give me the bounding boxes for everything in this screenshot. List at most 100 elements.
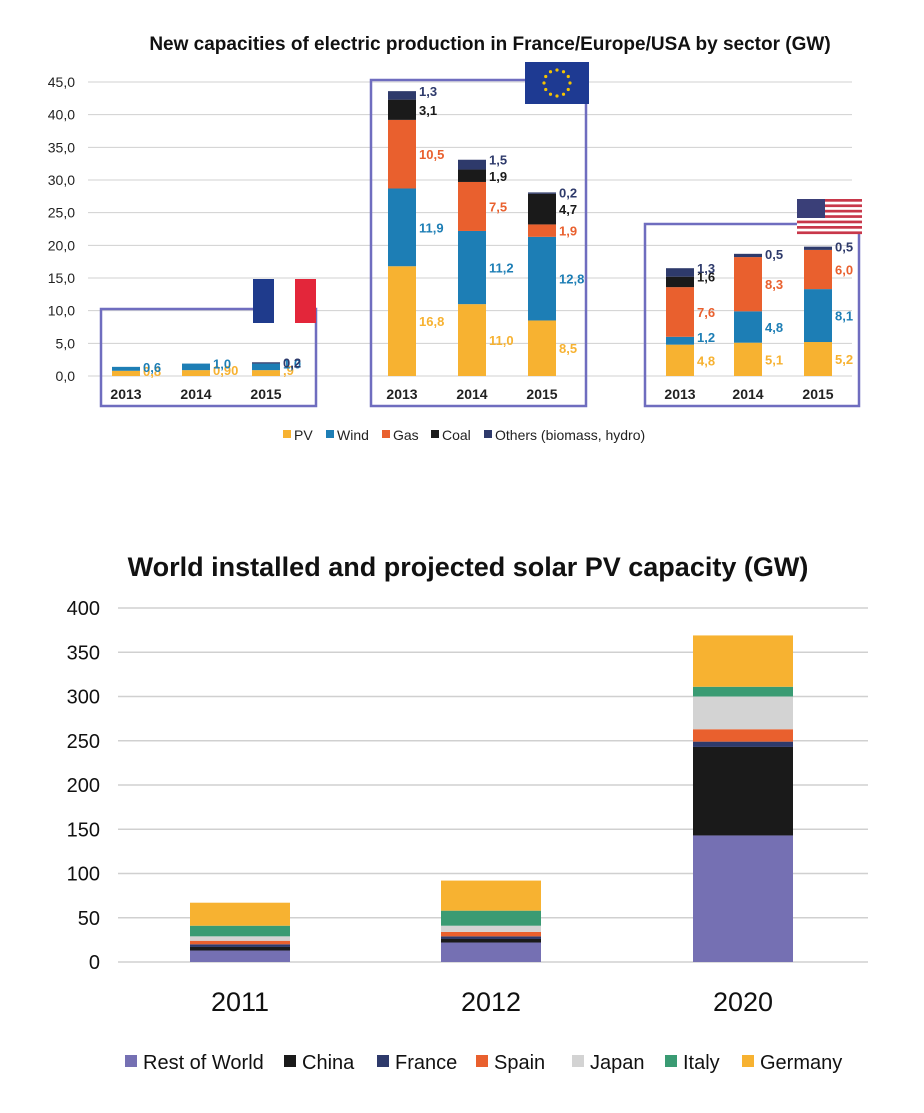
eu-flag-star xyxy=(555,94,559,98)
usa-flag-stripe xyxy=(797,220,862,224)
chart1-y-axis: 0,0 5,0 10,0 15,0 20,0 25,0 30,0 35,0 40,0 45,0 xyxy=(48,74,75,384)
chart2-legend-swatch-china xyxy=(284,1055,296,1067)
chart1-data-label: 11,0 xyxy=(489,333,514,348)
chart2-legend-swatch-italy xyxy=(665,1055,677,1067)
chart1-bar-europe-2014-others-biomass-hydro xyxy=(458,159,486,170)
chart1-data-label: 1,0 xyxy=(213,357,231,372)
chart1-bar-europe-2015-gas xyxy=(528,224,556,237)
chart1-data-label: 1,5 xyxy=(489,153,507,168)
eu-flag-star xyxy=(548,92,553,96)
chart1-bar-europe-2013-gas xyxy=(388,119,416,189)
chart1-bar-usa-2015-gas xyxy=(804,249,832,290)
chart1-group-box-usa xyxy=(643,222,861,408)
chart1-x-tick: 2013 xyxy=(386,386,417,402)
usa-flag-canton xyxy=(797,199,825,218)
chart1-legend-swatch-others-biomass-hydro xyxy=(484,430,492,438)
chart2-legend: Rest of World China France Spain Japan Italy G… xyxy=(125,1052,842,1074)
chart2-legend-swatch-japan xyxy=(572,1055,584,1067)
usa-flag-stripe xyxy=(797,204,862,208)
france-flag-white xyxy=(274,279,295,323)
chart2-bar-2011-germany xyxy=(190,902,290,926)
chart1-legend-label-others-biomass-hydro: Others (biomass, hydro) xyxy=(495,427,645,443)
chart1-bar-europe-2014-gas xyxy=(458,181,486,231)
chart2-legend-label-spain: Spain xyxy=(494,1052,545,1074)
chart1-data-label: 1,0 xyxy=(283,357,301,372)
chart1-bar-france-2013-pv xyxy=(112,370,140,376)
chart1-legend: PV Wind Gas Coal Others (biomass, hydro) xyxy=(283,427,645,443)
chart1-data-label: 1,2 xyxy=(697,330,715,345)
chart1-bars: 0,80,620130,901,02014,91,00,2201516,811,… xyxy=(110,84,853,402)
chart1-y-tick: 5,0 xyxy=(56,335,76,351)
chart2-legend-label-rest-of-world: Rest of World xyxy=(143,1052,264,1074)
usa-flag-stripe xyxy=(797,231,862,235)
chart1-bar-usa-2013-wind xyxy=(666,336,694,345)
chart1-flags xyxy=(253,62,862,323)
chart1-y-tick: 10,0 xyxy=(48,303,75,319)
chart2-legend-swatch-germany xyxy=(742,1055,754,1067)
chart1-legend-swatch-pv xyxy=(283,430,291,438)
chart1-data-label: 0,8 xyxy=(143,364,161,379)
chart1-y-tick: 15,0 xyxy=(48,270,75,286)
chart1-x-tick: 2014 xyxy=(180,386,211,402)
chart2-y-tick: 400 xyxy=(67,598,100,620)
eu-flag-star xyxy=(544,74,548,79)
usa-flag-stripe xyxy=(797,226,862,229)
chart2-bar-2012-japan xyxy=(441,925,541,932)
chart1-bar-france-2013-wind xyxy=(112,366,140,371)
chart1-bar-france-2015-others-biomass-hydro xyxy=(252,362,280,364)
france-flag-blue xyxy=(253,279,274,323)
chart1-bar-europe-2015-wind xyxy=(528,236,556,321)
chart2-bar-2011-rest-of-world xyxy=(190,950,290,962)
chart1-group-box-france xyxy=(99,307,318,408)
chart1-data-label: 1,9 xyxy=(489,169,507,184)
chart2-y-tick: 250 xyxy=(67,731,100,753)
chart1-data-label: 0,5 xyxy=(765,247,783,262)
chart2-legend-label-france: France xyxy=(395,1052,457,1074)
chart1-y-tick: 25,0 xyxy=(48,205,75,221)
chart2-x-tick: 2020 xyxy=(713,987,773,1017)
chart2-bar-2020-germany xyxy=(693,635,793,687)
chart1-bar-usa-2013-gas xyxy=(666,287,694,337)
chart2-bar-2011-spain xyxy=(190,940,290,945)
chart1-x-tick: 2015 xyxy=(802,386,833,402)
chart1-data-label: 0,5 xyxy=(835,240,853,255)
chart1-bar-usa-2014-gas xyxy=(734,257,762,312)
chart1-bar-usa-2013-others-biomass-hydro xyxy=(666,268,694,277)
chart2-bars xyxy=(190,635,793,962)
chart1-data-label: 0,6 xyxy=(143,360,161,375)
chart1-bar-france-2014-pv xyxy=(182,370,210,376)
chart1-bar-europe-2014-pv xyxy=(458,304,486,376)
chart1-data-label: 4,7 xyxy=(559,202,577,217)
eu-flag-icon xyxy=(525,62,589,104)
usa-flag-stripe xyxy=(797,215,862,218)
eu-flag-star xyxy=(544,87,548,92)
chart2-bar-2011-france xyxy=(190,944,290,947)
chart1-bar-europe-2015-pv xyxy=(528,320,556,376)
france-flag-icon xyxy=(253,279,316,323)
chart2-y-tick: 150 xyxy=(67,819,100,841)
chart2-y-axis: 0 50 100 150 200 250 300 350 400 xyxy=(67,598,100,974)
chart1-bar-europe-2013-pv xyxy=(388,266,416,376)
chart1-group-box-europe xyxy=(369,78,588,408)
chart1-legend-label-gas: Gas xyxy=(393,427,419,443)
chart1-y-tick: 0,0 xyxy=(56,368,76,384)
chart1-data-label: 1,6 xyxy=(697,270,715,285)
chart2-title: World installed and projected solar PV c… xyxy=(128,552,809,582)
chart1-legend-swatch-gas xyxy=(382,430,390,438)
chart1-bar-usa-2015-others-biomass-hydro xyxy=(804,246,832,250)
chart1-data-label: 11,9 xyxy=(419,220,444,235)
france-flag-red xyxy=(295,279,316,323)
chart1-x-tick: 2014 xyxy=(456,386,487,402)
chart2-bar-2020-china xyxy=(693,746,793,836)
chart1-bar-usa-2015-wind xyxy=(804,289,832,343)
chart2-legend-label-germany: Germany xyxy=(760,1052,842,1074)
eu-flag-star xyxy=(555,68,559,72)
chart2-y-tick: 300 xyxy=(67,687,100,709)
chart2-bar-2012-germany xyxy=(441,880,541,911)
usa-flag-icon xyxy=(797,199,862,235)
chart1-bar-europe-2015-coal xyxy=(528,193,556,225)
eu-flag-star xyxy=(566,74,570,79)
chart1-y-tick: 45,0 xyxy=(48,74,75,90)
chart1-bar-europe-2013-others-biomass-hydro xyxy=(388,91,416,100)
